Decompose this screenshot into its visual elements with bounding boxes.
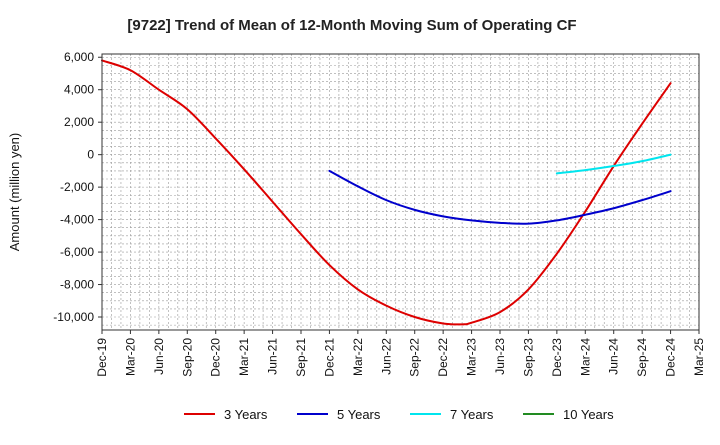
x-tick-label: Jun-24 [607,338,621,375]
x-tick-label: Dec-24 [664,338,678,377]
x-tick-label: Mar-24 [578,338,592,376]
x-tick-label: Mar-21 [237,338,251,376]
series-lines [101,59,672,326]
x-tick-label: Dec-20 [209,338,223,377]
x-tick-label: Sep-21 [294,338,308,377]
grid-lines [101,54,700,330]
y-tick-label: 6,000 [64,50,94,64]
y-tick-label: -4,000 [60,213,94,227]
y-tick-label: 2,000 [64,115,94,129]
x-tick-label: Jun-20 [152,338,166,375]
series-line-7-years [555,153,672,175]
x-tick-label: Jun-23 [493,338,507,375]
plot-area [102,54,699,330]
x-tick-label: Dec-22 [436,338,450,377]
series-line-5-years [328,169,672,225]
y-tick-label: -10,000 [53,310,94,324]
x-tick-label: Sep-24 [635,338,649,377]
series-line-3-years [101,59,672,326]
x-tick-label: Sep-23 [521,338,535,377]
y-tick-label: 4,000 [64,83,94,97]
legend-label-10-years: 10 Years [563,407,614,422]
y-tick-label: -6,000 [60,245,94,259]
chart-title: [9722] Trend of Mean of 12-Month Moving … [127,17,576,34]
x-tick-label: Sep-22 [408,338,422,377]
legend: 3 Years 5 Years 7 Years 10 Years [184,407,614,422]
legend-label-7-years: 7 Years [450,407,494,422]
x-tick-label: Mar-25 [692,338,706,376]
x-tick-label: Dec-23 [550,338,564,377]
x-tick-label: Dec-19 [95,338,109,377]
x-tick-label: Dec-21 [322,338,336,377]
x-tick-label: Mar-22 [351,338,365,376]
x-tick-label: Sep-20 [180,338,194,377]
x-tick-label: Jun-21 [266,338,280,375]
x-tick-label: Jun-22 [379,338,393,375]
y-tick-label: -2,000 [60,180,94,194]
plot-border [101,53,700,331]
legend-label-3-years: 3 Years [224,407,268,422]
x-tick-label: Mar-20 [123,338,137,376]
legend-label-5-years: 5 Years [337,407,381,422]
x-tick-label: Mar-23 [465,338,479,376]
y-tick-label: 0 [87,148,94,162]
y-axis-title: Amount (million yen) [7,133,22,252]
y-tick-label: -8,000 [60,278,94,292]
axes: Dec-19 Mar-20 Jun-20 Sep-20 Dec-20 Mar-21 Jun-… [53,50,706,376]
